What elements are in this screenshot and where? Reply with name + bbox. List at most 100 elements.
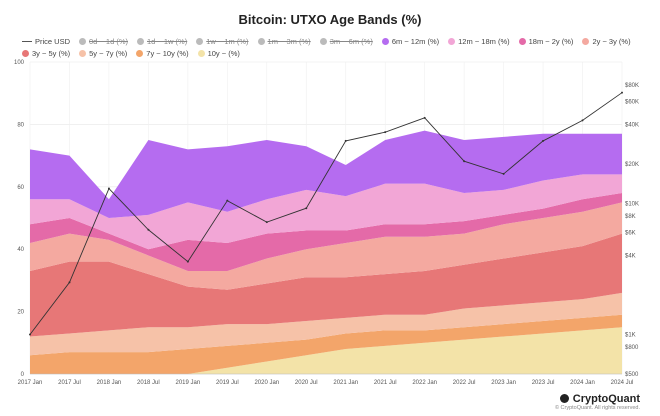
legend-item-5[interactable]: 3m ~ 6m (%) [319,36,373,48]
legend-item-2[interactable]: 1d ~ 1w (%) [137,36,187,48]
x-tick-label-0: 2017 Jan [18,380,43,386]
chart-plot: 0 20 40 60 80 100 $500 $800 $1K $4K $6K $8K $10K $20K… [14,60,639,386]
legend-item-9[interactable]: 2y ~ 3y (%) [582,36,631,48]
legend-label: 12m ~ 18m (%) [458,37,510,46]
legend-swatch-icon [197,50,205,57]
price-layer [29,91,623,336]
price-point-14 [581,119,584,122]
price-usd-line [29,92,623,335]
brand-logo: CryptoQuant [559,393,640,405]
legend-item-11[interactable]: 5y ~ 7y (%) [79,48,127,60]
x-tick-label-1: 2017 Jul [58,380,81,386]
area-series-3 [30,233,622,337]
y-tick-label-4: 80 [17,122,24,128]
legend-swatch-icon [22,41,32,42]
x-tick-label-12: 2023 Jan [491,380,516,386]
price-point-9 [384,131,387,134]
footer: CryptoQuant © CryptoQuant. All rights re… [0,392,660,416]
legend-swatch-icon [137,38,144,45]
price-point-13 [542,139,545,142]
legend-label: 3m ~ 6m (%) [329,37,373,46]
x-tick-label-4: 2019 Jan [176,380,201,386]
legend-swatch-icon [319,38,327,45]
legend-swatch-icon [196,38,204,45]
x-tick-label-9: 2021 Jul [374,380,397,386]
legend-label: 7y ~ 10y (%) [146,49,189,58]
price-point-12 [502,172,505,175]
price-point-15 [621,91,623,94]
x-tick-label-10: 2022 Jan [412,380,437,386]
x-tick-label-14: 2024 Jan [570,380,595,386]
area-series-1 [30,314,622,374]
legend-item-4[interactable]: 1m ~ 3m (%) [257,36,311,48]
legend-swatch-icon [22,50,29,57]
y-tick-label-5: 100 [14,60,25,66]
price-point-1 [68,281,71,284]
y2-tick-label-10: $80K [625,83,639,89]
legend-item-13[interactable]: 10y ~ (%) [197,48,240,60]
area-series-2 [30,292,622,356]
legend-label: 6m ~ 12m (%) [391,37,440,46]
y2-tick-label-4: $6K [625,231,636,237]
y2-tick-label-3: $4K [625,254,636,260]
legend-label: 5y ~ 7y (%) [89,49,128,58]
x-tick-label-6: 2020 Jan [254,380,279,386]
y2-tick-label-1: $800 [625,345,639,351]
y-tick-label-3: 60 [17,185,24,191]
price-point-4 [186,260,189,263]
price-point-2 [107,187,110,190]
legend-label: 3y ~ 5y (%) [32,49,71,58]
legend-label: 1d ~ 1w (%) [147,37,188,46]
legend-swatch-icon [136,50,144,57]
y2-tick-label-9: $60K [625,99,639,105]
y2-tick-label-0: $500 [625,372,639,378]
legend-swatch-icon [582,38,590,45]
chart-title: Bitcoin: UTXO Age Bands (%) [238,12,422,27]
y2-tick-label-7: $20K [625,162,639,168]
y2-tick-label-8: $40K [625,123,639,129]
legend-item-12[interactable]: 7y ~ 10y (%) [136,48,189,60]
price-point-11 [463,160,466,163]
legend-swatch-icon [257,38,265,45]
legend-swatch-icon [518,38,526,45]
legend-item-3[interactable]: 1w ~ 1m (%) [196,36,249,48]
y2-tick-label-2: $1K [625,333,636,339]
legend-label: 2y ~ 3y (%) [592,37,631,46]
chart-legend: Price USD 0d ~ 1d (%) 1d ~ 1w (%) 1w ~ 1m (… [22,36,642,60]
x-tick-label-13: 2023 Jul [532,380,555,386]
legend-label: 1w ~ 1m (%) [206,37,249,46]
x-tick-label-5: 2019 Jul [216,380,239,386]
price-point-3 [147,228,150,231]
legend-item-8[interactable]: 18m ~ 2y (%) [518,36,574,48]
legend-swatch-icon [381,38,389,45]
area-layer [30,130,622,374]
legend-label: 0d ~ 1d (%) [89,37,128,46]
legend-item-0[interactable]: Price USD [22,36,70,48]
brand-name: CryptoQuant [572,393,640,405]
y2-tick-label-6: $10K [625,201,639,207]
price-point-5 [226,199,229,202]
x-tick-label-3: 2018 Jul [137,380,160,386]
price-point-8 [344,139,347,142]
legend-label: 18m ~ 2y (%) [528,37,574,46]
legend-item-7[interactable]: 12m ~ 18m (%) [448,36,510,48]
x-tick-label-15: 2024 Jul [611,380,634,386]
legend-label: 1m ~ 3m (%) [267,37,311,46]
cryptoquant-logo-icon [559,394,569,403]
y-tick-label-2: 40 [17,247,24,253]
legend-label: 10y ~ (%) [207,49,240,58]
legend-item-1[interactable]: 0d ~ 1d (%) [79,36,128,48]
legend-label: Price USD [35,37,71,46]
legend-swatch-icon [448,38,456,45]
y-tick-label-1: 20 [17,310,24,316]
price-point-6 [265,221,268,224]
y2-tick-label-5: $8K [625,214,636,220]
x-tick-label-2: 2018 Jan [97,380,122,386]
y-tick-label-0: 0 [21,372,25,378]
axis-layer: 0 20 40 60 80 100 $500 $800 $1K $4K $6K $8K $10K $20K… [14,60,639,386]
area-series-5 [30,193,622,272]
legend-item-10[interactable]: 3y ~ 5y (%) [22,48,70,60]
price-point-0 [29,333,31,336]
legend-item-6[interactable]: 6m ~ 12m (%) [381,36,440,48]
price-point-10 [423,116,426,119]
